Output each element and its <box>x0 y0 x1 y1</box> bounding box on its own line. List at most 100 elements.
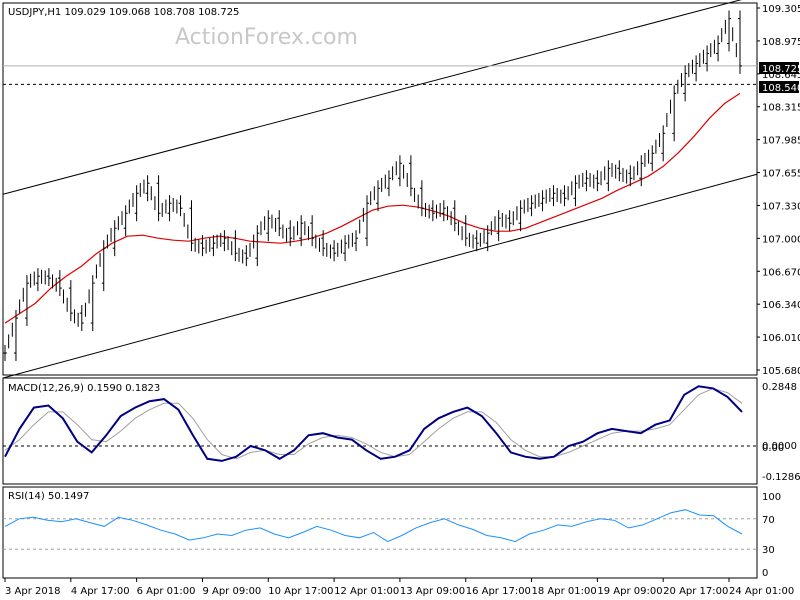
macd-series-macd <box>4 385 743 462</box>
rsi-line <box>4 509 743 543</box>
price-bar <box>288 220 293 247</box>
price-bar <box>529 195 534 217</box>
price-bar <box>694 55 699 82</box>
price-bar <box>441 200 446 222</box>
price-bar <box>386 170 391 197</box>
time-tick-label: 16 Apr 17:00 <box>466 586 531 597</box>
rsi-label: RSI(14) 50.1497 <box>8 491 89 502</box>
time-tick-label: 19 Apr 09:00 <box>597 586 662 597</box>
macd-tick-label: 0.2848 <box>762 382 797 393</box>
price-tick-label: 107.330 <box>762 201 800 212</box>
price-bar <box>266 210 271 242</box>
price-bar <box>661 125 666 162</box>
price-bar <box>332 240 337 262</box>
price-bar <box>584 170 589 192</box>
support-flag <box>759 81 799 93</box>
time-tick-label: 4 Apr 17:00 <box>71 586 130 597</box>
price-bar <box>79 305 84 332</box>
price-bar <box>178 195 183 217</box>
price-bar <box>167 195 172 222</box>
price-bar <box>617 160 622 182</box>
price-bar <box>375 180 380 212</box>
rsi-panel <box>2 486 758 579</box>
price-bar <box>562 185 567 207</box>
price-bar <box>3 345 7 362</box>
current-price-flag <box>759 62 799 74</box>
macd-plot <box>3 385 757 462</box>
price-tick-label: 106.010 <box>762 333 800 344</box>
price-bar <box>134 185 139 222</box>
price-tick-label: 108.645 <box>762 70 800 81</box>
price-bar <box>408 155 413 197</box>
price-bar <box>540 190 545 212</box>
current-price-label: 108.725 <box>762 64 800 75</box>
price-bar <box>156 175 161 222</box>
macd-label: MACD(12,26,9) 0.1590 0.1823 <box>8 383 160 394</box>
price-bar <box>123 205 128 237</box>
price-bar <box>189 200 194 252</box>
price-bar <box>606 160 611 192</box>
support-label: 108.540 <box>762 83 800 94</box>
price-bar <box>430 200 435 222</box>
price-bar <box>112 220 117 257</box>
price-tick-label: 106.670 <box>762 267 800 278</box>
price-bar <box>397 155 402 187</box>
price-tick-label: 107.000 <box>762 234 800 245</box>
price-bar <box>13 310 18 362</box>
price-bar <box>474 230 479 252</box>
price-bar <box>672 85 677 142</box>
price-tick-label: 109.305 <box>762 4 800 15</box>
channel-line-lower <box>2 173 758 379</box>
price-bar <box>716 35 721 62</box>
channel-line-upper <box>2 0 742 195</box>
price-bar <box>452 200 457 232</box>
price-bar <box>496 210 501 242</box>
price-bar <box>310 215 315 247</box>
price-bar <box>46 268 51 287</box>
price-bar <box>321 230 326 257</box>
price-bar <box>485 225 490 252</box>
price-bar <box>419 180 424 217</box>
price-bar <box>244 245 249 267</box>
price-bar <box>639 155 644 187</box>
price-bar <box>68 280 73 322</box>
price-bar <box>200 235 205 257</box>
price-bar <box>24 275 29 327</box>
rsi-tick-label: 0 <box>762 568 768 579</box>
watermark: ActionForex.com <box>175 25 358 50</box>
price-plot <box>2 0 758 379</box>
price-bar <box>354 230 359 252</box>
time-tick-label: 10 Apr 17:00 <box>268 586 333 597</box>
price-bar <box>507 210 512 232</box>
price-bar <box>628 165 633 187</box>
price-bar <box>57 270 62 297</box>
price-bar <box>727 10 732 52</box>
price-panel <box>2 2 758 376</box>
price-bar <box>101 240 106 292</box>
price-bar <box>35 268 40 292</box>
rsi-tick-label: 70 <box>762 515 775 526</box>
price-bar <box>573 175 578 207</box>
price-bar <box>343 235 348 262</box>
price-bar <box>705 45 710 72</box>
rsi-tick-label: 100 <box>762 492 781 503</box>
symbol-header: USDJPY,H1 109.029 109.068 108.708 108.72… <box>8 7 239 18</box>
price-bar <box>518 200 523 232</box>
price-bar <box>650 145 655 172</box>
time-tick-label: 9 Apr 09:00 <box>202 586 261 597</box>
rsi-axis: 100 70 30 0 <box>762 492 781 579</box>
time-tick-label: 20 Apr 17:00 <box>663 586 728 597</box>
price-bar <box>233 230 238 262</box>
price-bar <box>551 185 556 207</box>
time-tick-label: 3 Apr 2018 <box>5 586 60 597</box>
price-tick-label: 107.655 <box>762 169 800 180</box>
price-tick-label: 108.315 <box>762 103 800 114</box>
price-bar <box>222 230 227 252</box>
price-bar <box>277 210 282 237</box>
macd-tick-label: -0.1286 <box>762 472 800 483</box>
macd-tick-label: 0.00 <box>762 443 784 454</box>
price-tick-label: 107.985 <box>762 136 800 147</box>
price-bar <box>90 275 95 332</box>
